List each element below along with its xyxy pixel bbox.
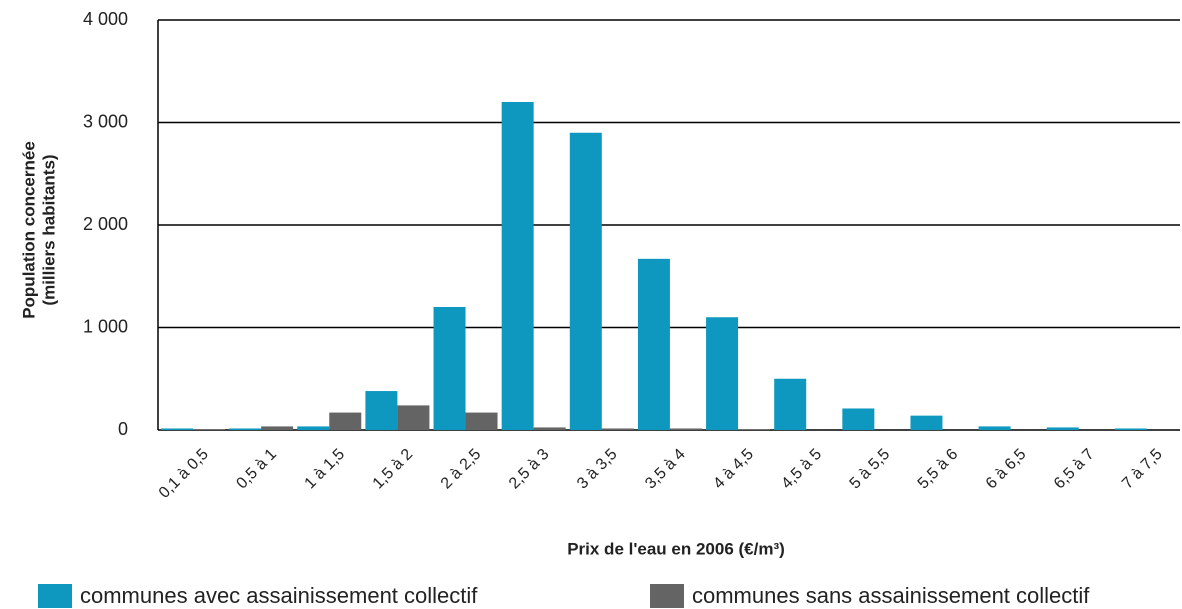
y-tick-label: 3 000: [83, 111, 128, 131]
x-axis-title: Prix de l'eau en 2006 (€/m³): [567, 539, 785, 558]
bar: [397, 405, 430, 430]
y-tick-label: 0: [118, 419, 128, 439]
bar: [161, 428, 193, 430]
bar: [229, 428, 262, 430]
bar: [842, 408, 875, 430]
bar: [501, 102, 534, 430]
bar: [365, 391, 398, 430]
bar: [193, 429, 225, 430]
legend-swatch: [650, 584, 684, 608]
bar: [637, 258, 670, 430]
x-tick-label: 5,5 à 6: [915, 446, 962, 493]
x-tick-label: 5 à 5,5: [847, 446, 894, 493]
legend-swatch: [38, 584, 72, 608]
bar: [433, 307, 466, 430]
x-tick-label: 2,5 à 3: [506, 446, 553, 493]
bar: [669, 428, 702, 430]
y-axis-title-line: Population concernée: [19, 141, 38, 319]
bar: [1046, 427, 1079, 430]
legend-label: communes sans assainissement collectif: [692, 583, 1090, 608]
x-tick-label: 1 à 1,5: [302, 446, 349, 493]
bar: [706, 317, 739, 430]
x-tick-label: 1,5 à 2: [370, 446, 417, 493]
x-tick-label: 4,5 à 5: [778, 446, 825, 493]
bar: [601, 428, 634, 430]
x-tick-label: 6 à 6,5: [983, 446, 1030, 493]
bar: [774, 378, 807, 430]
bar: [1114, 428, 1147, 430]
bar: [978, 426, 1011, 430]
bar: [261, 426, 294, 430]
bar: [569, 132, 602, 430]
legend-label: communes avec assainissement collectif: [80, 583, 478, 608]
bar: [465, 412, 498, 430]
bar: [533, 427, 566, 430]
x-tick-label: 0,5 à 1: [233, 446, 280, 493]
x-tick-label: 3 à 3,5: [574, 446, 621, 493]
y-tick-label: 1 000: [83, 316, 128, 336]
bar: [738, 429, 771, 430]
bar: [910, 415, 943, 430]
x-tick-label: 0,1 à 0,5: [156, 446, 212, 502]
bar: [297, 426, 330, 430]
x-tick-label: 6,5 à 7: [1051, 446, 1098, 493]
y-axis-title-line: (milliers habitants): [39, 154, 58, 305]
x-tick-label: 2 à 2,5: [438, 446, 485, 493]
x-tick-label: 3,5 à 4: [642, 446, 689, 493]
y-tick-label: 4 000: [83, 9, 128, 29]
bar: [329, 412, 362, 430]
x-tick-label: 4 à 4,5: [710, 446, 757, 493]
y-tick-label: 2 000: [83, 214, 128, 234]
y-axis-title: Population concernée (milliers habitants…: [19, 141, 58, 319]
x-tick-label: 7 à 7,5: [1119, 446, 1166, 493]
